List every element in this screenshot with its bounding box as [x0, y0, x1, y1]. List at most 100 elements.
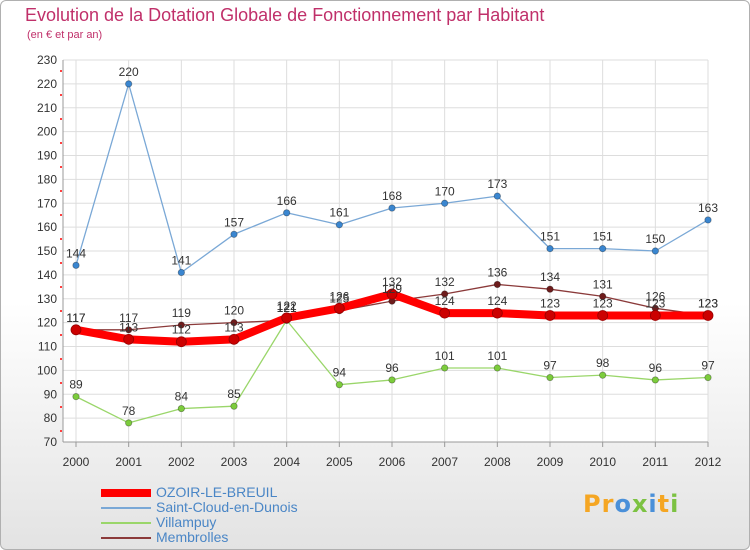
data-point: [125, 419, 133, 427]
data-point: [177, 268, 185, 277]
data-point: [230, 230, 238, 238]
data-label: 123: [698, 296, 718, 310]
data-label: 124: [487, 294, 507, 308]
data-point: [704, 373, 712, 382]
data-point: [388, 204, 396, 212]
y-tick-label: 130: [37, 292, 57, 306]
legend-swatch: [101, 536, 151, 539]
data-point: [546, 245, 554, 253]
logo-letter: x: [631, 490, 649, 518]
data-point: [441, 199, 449, 207]
data-point: [70, 324, 82, 336]
y-tick-label: 140: [37, 268, 57, 282]
proxiti-logo: Proxiti: [583, 490, 679, 518]
data-point: [72, 261, 80, 269]
data-label: 123: [698, 296, 718, 310]
data-label: 123: [645, 296, 665, 310]
x-tick-label: 2000: [63, 455, 90, 469]
y-tick-label: 90: [44, 387, 58, 401]
data-label: 94: [333, 366, 347, 380]
data-label: 166: [277, 194, 297, 208]
data-point: [177, 404, 185, 413]
data-label: 122: [277, 299, 297, 313]
legend-swatch: [101, 521, 151, 524]
x-tick-label: 2005: [326, 455, 353, 469]
data-point: [546, 285, 554, 293]
data-label: 113: [119, 320, 138, 334]
data-point: [441, 364, 449, 372]
data-label: 78: [122, 404, 136, 418]
data-point: [175, 336, 187, 348]
data-label: 126: [329, 289, 349, 303]
data-label: 220: [119, 65, 139, 79]
chart-title: Evolution de la Dotation Globale de Fonc…: [25, 5, 545, 25]
logo-letter: t: [657, 490, 671, 518]
x-tick-label: 2012: [695, 455, 722, 469]
data-label: 112: [172, 323, 191, 337]
data-label: 121: [277, 301, 297, 315]
data-point: [493, 364, 501, 372]
y-tick-label: 230: [37, 53, 57, 67]
data-label: 163: [698, 201, 718, 215]
data-label: 134: [540, 270, 560, 284]
x-tick-label: 2003: [221, 455, 248, 469]
x-tick-label: 2009: [537, 455, 564, 469]
y-tick-label: 160: [37, 220, 57, 234]
y-tick-label: 150: [37, 244, 57, 258]
logo-letter: i: [648, 490, 658, 518]
data-point: [230, 402, 238, 410]
y-tick-label: 190: [37, 149, 57, 163]
data-label: 124: [435, 294, 455, 308]
logo-letter: o: [614, 490, 632, 518]
data-label: 161: [329, 206, 349, 220]
data-label: 120: [224, 304, 244, 318]
data-point: [651, 247, 659, 255]
legend-label: Membrolles: [156, 529, 229, 545]
data-point: [597, 310, 609, 321]
data-point: [491, 307, 503, 319]
y-tick-label: 200: [37, 125, 57, 139]
x-tick-label: 2001: [115, 455, 142, 469]
data-label: 123: [593, 296, 613, 310]
data-point: [125, 326, 133, 334]
data-point: [439, 307, 451, 319]
data-label: 144: [66, 246, 86, 260]
logo-letter: P: [583, 490, 602, 518]
data-label: 141: [171, 253, 191, 267]
x-tick-label: 2011: [642, 455, 668, 469]
logo-letter: i: [670, 490, 680, 518]
legend-swatch: [101, 488, 151, 497]
data-label: 117: [66, 311, 85, 325]
data-point: [441, 290, 449, 298]
data-point: [704, 216, 712, 224]
y-tick-label: 110: [38, 340, 57, 354]
y-tick-label: 70: [44, 435, 58, 449]
y-tick-label: 170: [37, 196, 57, 210]
data-label: 129: [382, 282, 402, 296]
y-tick-label: 100: [37, 363, 57, 377]
chart-subtitle: (en € et par an): [27, 29, 103, 41]
data-point: [544, 310, 556, 321]
data-point: [283, 209, 291, 217]
data-point: [386, 288, 398, 300]
data-point: [335, 221, 343, 229]
x-tick-label: 2004: [273, 455, 300, 469]
legend-label: Saint-Cloud-en-Dunois: [156, 499, 298, 515]
x-tick-label: 2007: [431, 455, 458, 469]
data-label: 157: [224, 215, 244, 229]
data-point: [493, 280, 501, 289]
data-label: 150: [645, 232, 665, 246]
data-label: 101: [487, 349, 507, 363]
data-label: 96: [649, 361, 663, 375]
data-point: [125, 80, 133, 88]
data-point: [72, 393, 80, 401]
data-label: 168: [382, 189, 402, 203]
logo-letter: r: [601, 490, 615, 518]
data-label: 132: [435, 275, 455, 289]
data-point: [649, 310, 661, 321]
legend-swatch: [101, 506, 151, 509]
data-label: 151: [540, 230, 560, 244]
data-label: 121: [277, 301, 297, 315]
data-point: [599, 371, 607, 379]
